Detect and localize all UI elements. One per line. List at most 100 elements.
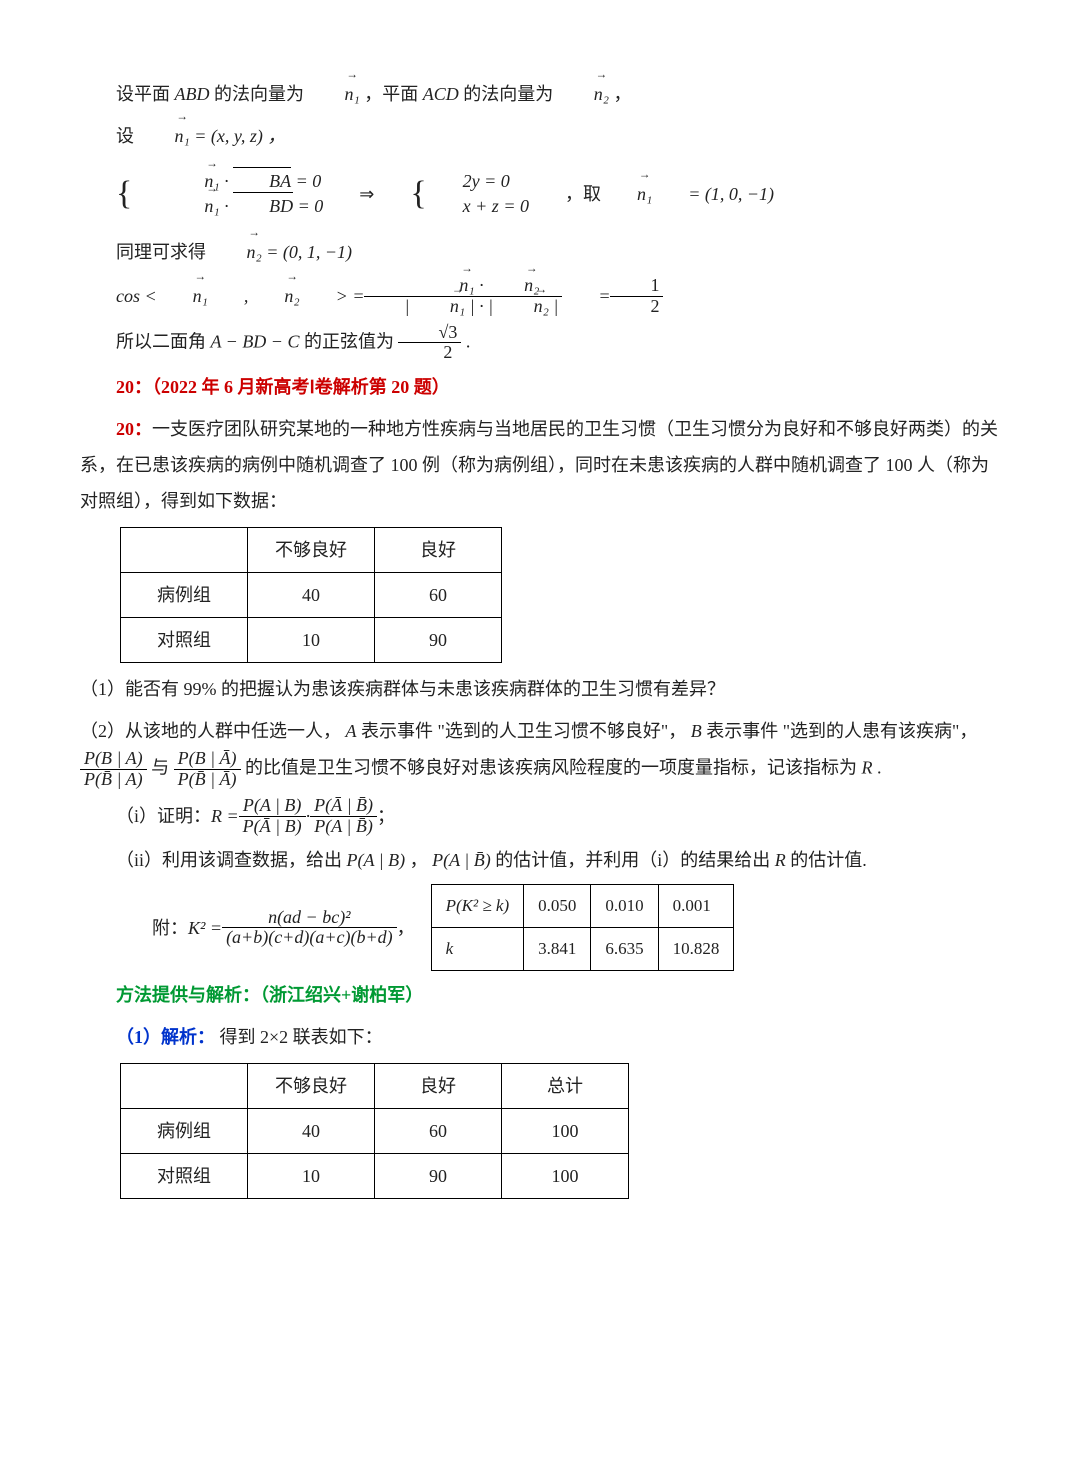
v: n₁ (157, 278, 208, 314)
t: 的比值是卫生习惯不够良好对患该疾病风险程度的一项度量指标，记该指标为 (245, 758, 862, 778)
td: 90 (375, 618, 502, 663)
den: P(B̄ | Ā) (174, 770, 241, 790)
vec-n1: n₁ (309, 76, 360, 112)
t: ，平面 (364, 84, 423, 104)
th (121, 1064, 248, 1109)
implies: ⇒ (323, 176, 374, 212)
t: = (562, 278, 610, 314)
t: ， (397, 910, 415, 946)
td: 60 (375, 1109, 502, 1154)
sym-B: B (691, 721, 702, 741)
t: 表示事件 "选到的人卫生习惯不够良好"， (361, 721, 686, 741)
t: （ii）利用该调查数据，给出 (116, 850, 347, 870)
t: （i）证明： (116, 798, 211, 834)
t: （2）从该地的人群中任选一人， (80, 721, 341, 741)
td: 对照组 (121, 618, 248, 663)
t: 附： (152, 910, 188, 946)
para2: 设 n₁ = (x, y, z) ， (80, 118, 1000, 154)
solution-1: （1）解析： 得到 2×2 联表如下： (80, 1019, 1000, 1055)
td: 40 (248, 1109, 375, 1154)
eq: 2y = 0 (427, 169, 529, 194)
num: n(ad − bc)² (222, 908, 397, 929)
den: P(A | B̄) (310, 817, 377, 837)
th: k (431, 928, 524, 971)
t: = (0, 1, −1) (266, 242, 352, 262)
para6: 所以二面角 A − BD − C 的正弦值为 √3 2 . (80, 323, 1000, 364)
t: ，取 (529, 176, 601, 212)
td: 10 (248, 618, 375, 663)
t: 的估计值. (790, 850, 867, 870)
sym: R (775, 850, 786, 870)
proof-i: （i）证明： R = P(A | B) P(Ā | B) · P(Ā | B̄)… (116, 796, 1000, 837)
td: 60 (375, 573, 502, 618)
t: > = (300, 278, 365, 314)
num: P(B | Ā) (174, 749, 241, 770)
para1: 设平面 ABD 的法向量为 n₁ ，平面 ACD 的法向量为 n₂ ， (80, 76, 1000, 112)
num: P(B | A) (80, 749, 147, 770)
den: P(B̄ | A) (80, 770, 147, 790)
t: 的法向量为 (463, 84, 558, 104)
th (121, 528, 248, 573)
num: 1 (610, 276, 663, 297)
sym-A: A (346, 721, 357, 741)
data-table-1: 不够良好 良好 病例组 40 60 对照组 10 90 (120, 527, 502, 663)
t: . (466, 331, 471, 351)
th: P(K² ≥ k) (431, 885, 524, 928)
q-text: 一支医疗团队研究某地的一种地方性疾病与当地居民的卫生习惯（卫生习惯分为良好和不够… (80, 419, 998, 511)
den: 2 (398, 343, 461, 363)
eq-system: { n₁ · BA = 0 n₁ · BD = 0 ⇒ { 2y = 0 x +… (80, 160, 1000, 228)
q1: （1）能否有 99% 的把握认为患该疾病群体与未患该疾病群体的卫生习惯有差异？ (80, 671, 1000, 707)
t: ； (377, 798, 395, 834)
t: , (208, 278, 249, 314)
data-table-2: 不够良好 良好 总计 病例组 40 60 100 对照组 10 90 100 (120, 1063, 629, 1199)
v: n₂ (248, 278, 299, 314)
td: 100 (502, 1154, 629, 1199)
t: 表示事件 "选到的人患有该疾病"， (706, 721, 977, 741)
td: 病例组 (121, 1109, 248, 1154)
td: 6.635 (591, 928, 658, 971)
method-heading: 方法提供与解析：（浙江绍兴+谢柏军） (80, 977, 1000, 1013)
t: K² = (188, 910, 222, 946)
th: 良好 (375, 528, 502, 573)
num: P(A | B) (239, 796, 306, 817)
t: 的估计值，并利用（i）的结果给出 (495, 850, 775, 870)
t: 的法向量为 (214, 84, 309, 104)
t: 的正弦值为 (304, 331, 399, 351)
t: = (1, 0, −1) (652, 176, 774, 212)
td: 10.828 (658, 928, 734, 971)
sym: P(A | B̄) (432, 850, 491, 870)
td: 对照组 (121, 1154, 248, 1199)
eq-cos: cos < n₁ , n₂ > = n₁ · n₂ | n₁ | · | n₂ … (80, 276, 1000, 317)
t: 与 (151, 758, 174, 778)
appendix-row: 附： K² = n(ad − bc)² (a+b)(c+d)(a+c)(b+d)… (152, 884, 1000, 971)
question-20: 20：一支医疗团队研究某地的一种地方性疾病与当地居民的卫生习惯（卫生习惯分为良好… (80, 411, 1000, 519)
vec-n1c: n₁ (601, 176, 652, 212)
t: = (x, y, z) ， (194, 126, 285, 146)
q-ii: （ii）利用该调查数据，给出 P(A | B) ， P(A | B̄) 的估计值… (116, 842, 1000, 878)
q-num: 20： (80, 411, 152, 447)
sym-R: R (862, 758, 873, 778)
t: R = (211, 798, 239, 834)
td: 100 (502, 1109, 629, 1154)
th: 良好 (375, 1064, 502, 1109)
th: 不够良好 (248, 528, 375, 573)
td: 3.841 (524, 928, 591, 971)
vec-n1b: n₁ (139, 118, 190, 154)
t: 同理可求得 (116, 242, 211, 262)
td: 90 (375, 1154, 502, 1199)
t: 所以二面角 (116, 331, 211, 351)
den: P(Ā | B) (239, 817, 306, 837)
sym: P(A | B) (347, 850, 406, 870)
t: . (877, 758, 882, 778)
den: (a+b)(c+d)(a+c)(b+d) (222, 928, 397, 948)
q2: （2）从该地的人群中任选一人， A 表示事件 "选到的人卫生习惯不够良好"， B… (80, 713, 1000, 790)
td: 病例组 (121, 573, 248, 618)
t: 得到 2×2 联表如下： (220, 1027, 383, 1047)
para4: 同理可求得 n₂ = (0, 1, −1) (80, 234, 1000, 270)
th: 不够良好 (248, 1064, 375, 1109)
td: 0.050 (524, 885, 591, 928)
td: 10 (248, 1154, 375, 1199)
t: 设平面 (116, 84, 175, 104)
td: 0.010 (591, 885, 658, 928)
label: （1）解析： (116, 1027, 215, 1047)
